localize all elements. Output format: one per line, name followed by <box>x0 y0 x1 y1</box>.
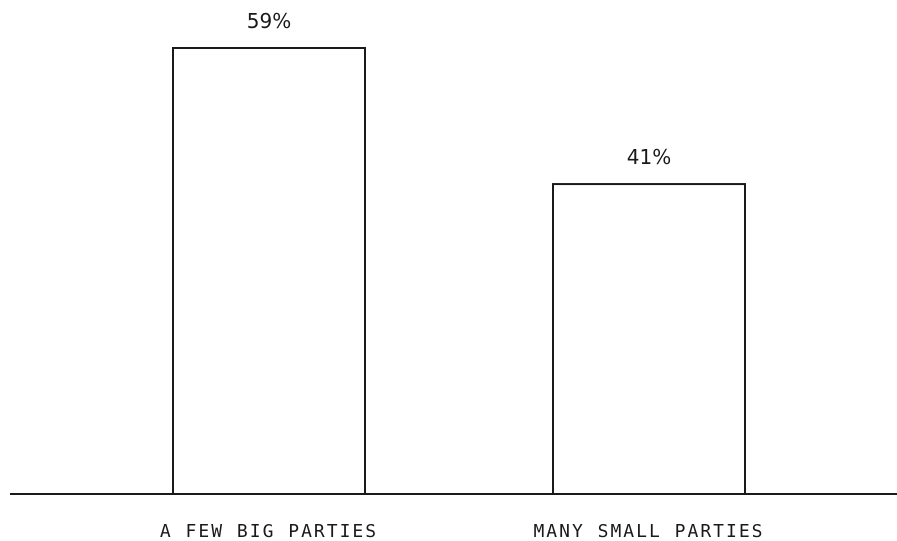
bars-group <box>172 47 746 495</box>
bar-value-label: 59% <box>247 9 291 33</box>
category-label: MANY SMALL PARTIES <box>533 521 764 541</box>
bar-2 <box>552 183 746 495</box>
value-labels-group: 59% 41% <box>247 9 671 169</box>
category-label: A FEW BIG PARTIES <box>160 521 378 541</box>
bar-value-label: 41% <box>627 145 671 169</box>
bar-1 <box>172 47 366 495</box>
category-labels-group: A FEW BIG PARTIES MANY SMALL PARTIES <box>160 521 764 541</box>
